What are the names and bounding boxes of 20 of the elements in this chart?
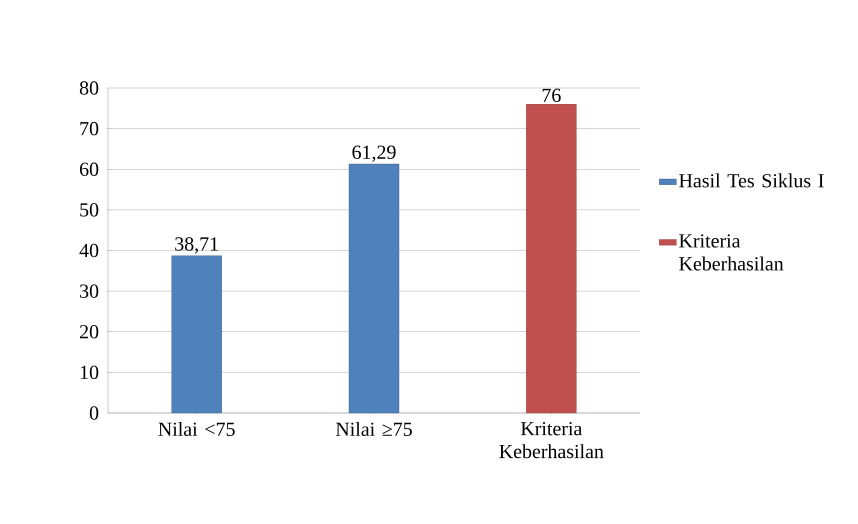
x-tick-label: Nilai <75 [158,422,235,436]
legend-label: Hasil Tes Siklus I [679,173,824,188]
x-tick-label: Kriteria Keberhasilan [499,422,604,458]
y-tick-label: 80 [80,81,98,95]
bar [348,164,400,414]
bar [171,256,222,414]
data-label: 38,71 [175,237,218,254]
data-label: 61,29 [352,146,396,162]
y-tick-label: 40 [80,244,98,258]
y-tick-label: 10 [80,366,98,380]
y-tick-label: 0 [90,406,98,420]
y-tick-label: 70 [80,122,98,136]
data-label: 76 [542,88,561,102]
bar [526,104,577,414]
x-tick-label: Nilai ≥75 [336,422,412,436]
y-tick-label: 20 [80,325,98,338]
y-tick-label: 50 [80,203,98,217]
legend-label: Kriteria Keberhasilan [679,234,784,271]
y-tick-label: 30 [80,284,98,298]
y-tick-label: 60 [80,162,98,176]
